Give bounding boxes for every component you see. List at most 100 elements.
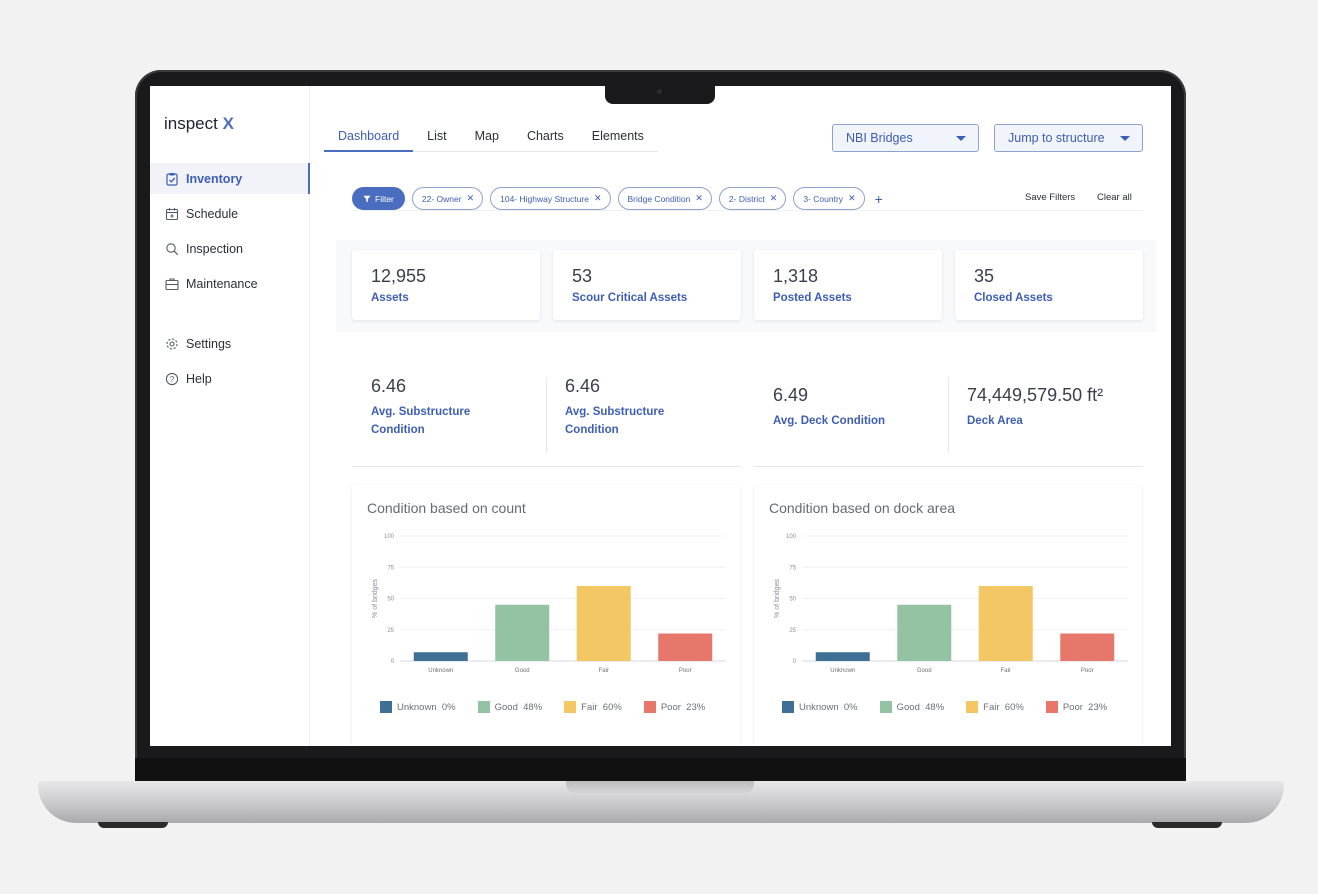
y-tick-label: 25 [789, 628, 796, 634]
x-tick-label: Unknown [428, 668, 453, 674]
y-tick-label: 75 [387, 565, 394, 571]
stat-card-assets[interactable]: 12,955 Assets [352, 250, 540, 320]
condition-deck: 6.49 Avg. Deck Condition [773, 385, 968, 465]
legend-item: Good 48% [879, 701, 945, 713]
sidebar-item-inventory[interactable]: Inventory [150, 163, 310, 194]
filter-chip-highway-structure[interactable]: 104- Highway Structure ✕ [490, 187, 611, 210]
legend-label: Poor 23% [660, 701, 706, 713]
sidebar-item-label: Settings [186, 336, 232, 351]
tab-elements[interactable]: Elements [591, 129, 644, 143]
stat-value: 35 [974, 266, 995, 286]
chart-title: Condition based on count [367, 500, 526, 516]
legend-item: Poor 23% [1045, 701, 1108, 713]
stat-value: 53 [572, 266, 593, 286]
legend-label: Fair 60% [983, 701, 1024, 713]
legend-item: Poor 23% [643, 701, 706, 713]
tab-map[interactable]: Map [474, 129, 499, 143]
divider [948, 377, 949, 453]
briefcase-icon [165, 277, 179, 291]
filter-button[interactable]: Filter [352, 187, 405, 210]
stat-value: 1,318 [773, 266, 819, 286]
filter-chip-label: 104- Highway Structure [500, 193, 589, 204]
add-filter-icon[interactable]: + [874, 190, 883, 207]
stat-label: Assets [371, 292, 409, 304]
laptop-opening-notch [566, 781, 754, 795]
legend-item: Unknown 0% [782, 701, 858, 713]
app-logo[interactable]: inspect X [164, 114, 234, 134]
tab-dashboard[interactable]: Dashboard [324, 121, 414, 152]
y-tick-label: 50 [387, 597, 394, 603]
chart-legend: Unknown 0% Good 48% Fair 60% Poor 23% [380, 701, 727, 713]
legend-item: Fair 60% [564, 701, 622, 713]
camera-notch [605, 85, 715, 104]
chart-card-condition-count: Condition based on count 0 25 50 75 100 % of … [352, 485, 740, 746]
y-tick-label: 0 [391, 659, 395, 665]
sidebar-item-schedule[interactable]: Schedule [150, 198, 310, 229]
sidebar-item-maintenance[interactable]: Maintenance [150, 268, 310, 299]
x-tick-label: Good [515, 668, 530, 674]
legend-swatch [1045, 701, 1058, 713]
clipboard-check-icon [165, 172, 179, 186]
bar-unknown [815, 652, 870, 661]
x-tick-label: Unknown [830, 668, 855, 674]
y-axis-label: % of bridges [774, 579, 781, 618]
tab-list[interactable]: List [427, 129, 447, 143]
stat-card-closed[interactable]: 35 Closed Assets [955, 250, 1143, 320]
condition-label: Avg. Deck Condition [773, 415, 886, 427]
condition-value: 6.46 [565, 376, 601, 396]
save-filters-link[interactable]: Save Filters [1025, 192, 1076, 203]
sidebar-item-label: Inspection [186, 241, 243, 256]
y-tick-label: 0 [793, 659, 797, 665]
close-icon[interactable]: ✕ [848, 193, 856, 203]
legend-label: Good 48% [896, 701, 945, 713]
legend-swatch [643, 701, 656, 713]
laptop-foot-left [98, 822, 168, 828]
funnel-icon [363, 195, 371, 202]
chart-legend: Unknown 0% Good 48% Fair 60% Poor 23% [782, 701, 1129, 713]
svg-text:?: ? [170, 375, 175, 384]
stat-value: 12,955 [371, 266, 427, 286]
close-icon[interactable]: ✕ [695, 193, 703, 203]
stat-card-scour-critical[interactable]: 53 Scour Critical Assets [553, 250, 741, 320]
chevron-down-icon [956, 135, 966, 141]
filter-chip-district[interactable]: 2- District ✕ [718, 187, 787, 210]
bar-fair [576, 586, 631, 661]
sidebar-item-help[interactable]: ? Help [150, 363, 310, 394]
legend-swatch [782, 701, 794, 713]
close-icon[interactable]: ✕ [769, 193, 778, 203]
sidebar-item-inspection[interactable]: Inspection [150, 233, 310, 264]
legend-swatch [477, 701, 490, 713]
legend-item: Good 48% [477, 701, 542, 713]
condition-label: Avg. Substructure Condition [371, 406, 471, 436]
laptop-chin [135, 758, 1186, 782]
dataset-select[interactable]: NBI Bridges [832, 124, 979, 152]
filter-chip-label: Bridge Condition [627, 193, 691, 204]
condition-value: 6.49 [773, 385, 809, 405]
jump-to-structure-select[interactable]: Jump to structure [994, 124, 1143, 152]
stat-card-posted[interactable]: 1,318 Posted Assets [754, 250, 942, 320]
legend-label: Poor 23% [1062, 701, 1108, 713]
close-icon[interactable]: ✕ [593, 193, 602, 203]
filter-chip-bridge-condition[interactable]: Bridge Condition ✕ [617, 187, 712, 210]
sidebar-item-settings[interactable]: Settings [150, 328, 310, 359]
condition-deck-area: 74,449,579.50 ft² Deck Area [967, 385, 1167, 465]
sidebar-item-label: Maintenance [186, 276, 258, 291]
legend-label: Unknown 0% [397, 701, 456, 713]
y-tick-label: 50 [789, 597, 796, 603]
filter-chip-owner[interactable]: 22- Owner ✕ [411, 187, 484, 210]
search-icon [165, 242, 179, 256]
filter-chip-country[interactable]: 3- Country ✕ [793, 187, 865, 210]
condition-count-chart: 0 25 50 75 100 % of bridges Unknown Good Fair Poo… [372, 534, 726, 674]
stat-label: Posted Assets [773, 292, 852, 304]
divider [352, 466, 740, 467]
close-icon[interactable]: ✕ [466, 193, 475, 203]
x-tick-label: Good [917, 668, 932, 674]
condition-value: 74,449,579.50 ft² [967, 385, 1104, 405]
logo-mark: X [222, 114, 234, 133]
tab-charts[interactable]: Charts [526, 129, 564, 143]
y-tick-label: 75 [789, 565, 796, 571]
sidebar-item-label: Help [186, 371, 212, 386]
bar-fair [978, 586, 1033, 661]
clear-all-link[interactable]: Clear all [1097, 192, 1132, 203]
sidebar-item-label: Schedule [186, 206, 239, 221]
